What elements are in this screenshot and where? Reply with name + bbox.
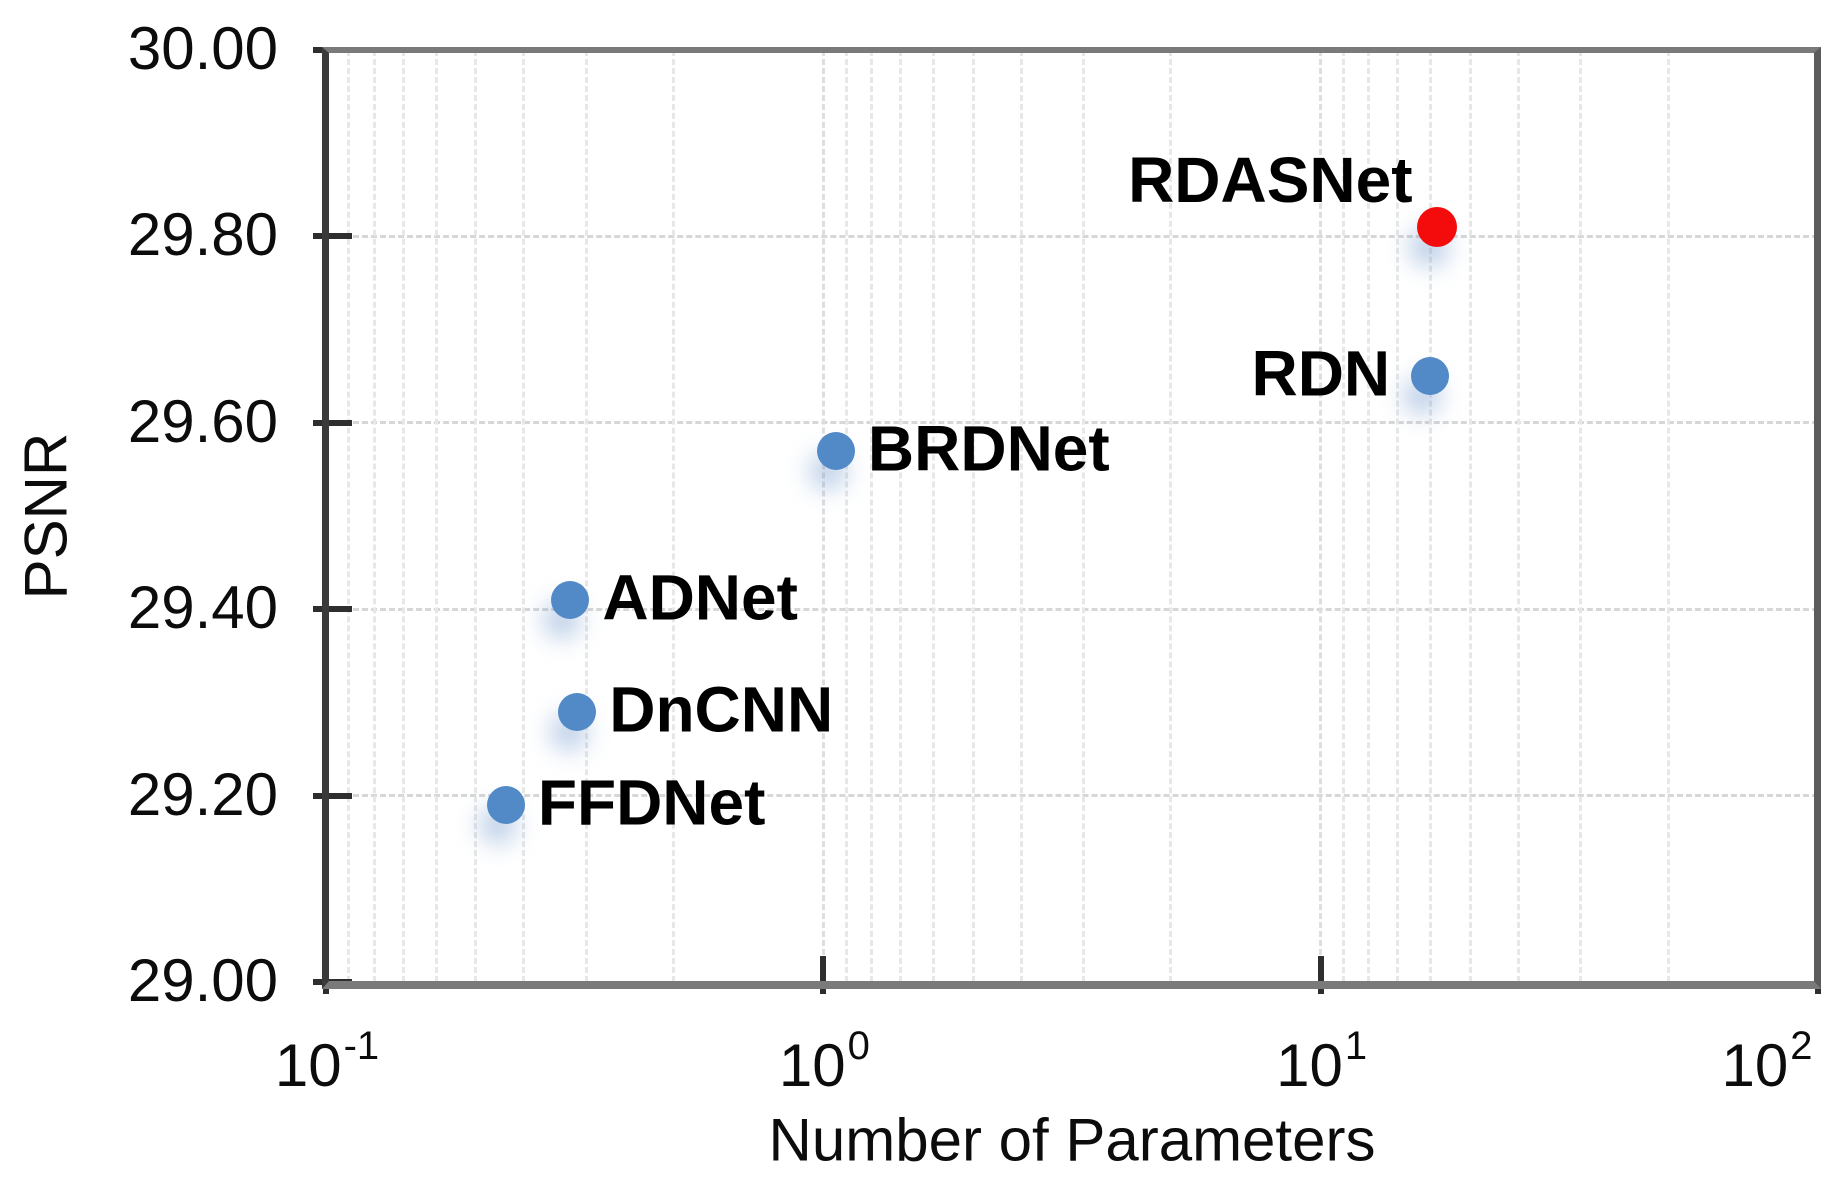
data-point-ffdnet bbox=[486, 785, 525, 824]
gridline-horizontal bbox=[326, 794, 1818, 798]
x-tick-exponent: -1 bbox=[343, 1024, 380, 1068]
y-tick-label: 29.20 bbox=[127, 760, 278, 828]
y-axis-tick bbox=[313, 233, 352, 240]
data-point-adnet bbox=[551, 580, 590, 619]
gridline-vertical-minor bbox=[1429, 50, 1433, 982]
x-tick-exponent: 2 bbox=[1790, 1024, 1813, 1068]
gridline-vertical-minor bbox=[401, 50, 405, 982]
gridline-vertical-minor bbox=[1666, 50, 1670, 982]
y-axis-title: PSNR bbox=[12, 432, 80, 600]
gridline-vertical-minor bbox=[434, 50, 438, 982]
gridline-vertical-major bbox=[821, 50, 825, 982]
gridline-vertical-major bbox=[1319, 50, 1323, 982]
gridline-vertical-minor bbox=[1169, 50, 1173, 982]
gridline-vertical-minor bbox=[844, 50, 848, 982]
y-axis-tick bbox=[313, 606, 352, 613]
x-tick-exponent: 1 bbox=[1344, 1024, 1368, 1068]
gridline-vertical-minor bbox=[584, 50, 588, 982]
x-tick-label: 10-1 bbox=[274, 1014, 380, 1099]
y-tick-label: 29.80 bbox=[127, 201, 278, 269]
data-point-dncnn bbox=[558, 692, 597, 731]
data-point-brdnet bbox=[816, 431, 855, 470]
gridline-vertical-minor bbox=[932, 50, 936, 982]
plot-area: FFDNet DnCNN ADNet BRDNet RDN RDASNet bbox=[313, 47, 1821, 994]
gridline-vertical-minor bbox=[1367, 50, 1371, 982]
point-label-brdnet: BRDNet bbox=[867, 412, 1110, 485]
gridline-vertical-minor bbox=[1579, 50, 1583, 982]
data-point-rdasnet bbox=[1416, 207, 1457, 248]
gridlines bbox=[326, 50, 1818, 982]
data-point-rdn bbox=[1411, 357, 1450, 396]
data-points: FFDNet DnCNN ADNet BRDNet RDN RDASNet bbox=[326, 50, 1818, 982]
y-axis-tick bbox=[313, 792, 352, 799]
gridline-horizontal bbox=[326, 234, 1818, 238]
gridline-vertical-minor bbox=[1019, 50, 1023, 982]
x-tick-mantissa: 10 bbox=[778, 1032, 846, 1099]
y-axis-tick bbox=[313, 419, 352, 426]
x-tick-mantissa: 10 bbox=[1721, 1032, 1789, 1099]
gridline-vertical-minor bbox=[1468, 50, 1472, 982]
x-axis-tick bbox=[820, 956, 827, 994]
gridline-vertical-minor bbox=[474, 50, 478, 982]
x-tick-label: 101 bbox=[1276, 1014, 1368, 1099]
y-axis-tick-labels: 29.00 29.20 29.40 29.60 29.80 30.00 bbox=[80, 18, 278, 1010]
x-tick-label: 102 bbox=[1721, 1014, 1813, 1099]
y-tick-label: 30.00 bbox=[127, 14, 278, 82]
x-tick-label: 100 bbox=[778, 1014, 870, 1099]
y-tick-label: 29.40 bbox=[127, 573, 278, 641]
y-tick-label: 29.60 bbox=[127, 387, 278, 455]
gridline-vertical-minor bbox=[1396, 50, 1400, 982]
point-label-ffdnet: FFDNet bbox=[537, 766, 766, 839]
gridline-vertical-minor bbox=[1341, 50, 1345, 982]
y-tick-label: 29.00 bbox=[127, 946, 278, 1014]
gridline-horizontal bbox=[326, 607, 1818, 611]
x-axis-tick bbox=[1317, 956, 1324, 994]
gridline-vertical-minor bbox=[971, 50, 975, 982]
x-axis-title: Number of Parameters bbox=[768, 1106, 1376, 1174]
plot-frame bbox=[322, 47, 1821, 989]
x-tick-mantissa: 10 bbox=[1276, 1032, 1343, 1099]
gridline-vertical-minor bbox=[898, 50, 902, 982]
gridline-vertical-minor bbox=[1517, 50, 1521, 982]
point-label-adnet: ADNet bbox=[602, 561, 798, 634]
x-tick-exponent: 0 bbox=[847, 1024, 870, 1068]
point-label-rdasnet: RDASNet bbox=[1128, 144, 1413, 217]
gridline-vertical-minor bbox=[870, 50, 874, 982]
gridline-horizontal bbox=[326, 421, 1818, 425]
gridline-vertical-minor bbox=[347, 50, 351, 982]
gridline-vertical-minor bbox=[522, 50, 526, 982]
gridline-vertical-minor bbox=[672, 50, 676, 982]
point-label-rdn: RDN bbox=[1251, 337, 1391, 410]
point-label-dncnn: DnCNN bbox=[609, 673, 834, 746]
gridline-vertical-minor bbox=[1081, 50, 1085, 982]
gridline-vertical-minor bbox=[372, 50, 376, 982]
x-axis-tick-labels: 10-1 100 101 102 bbox=[275, 1014, 1818, 1124]
x-tick-mantissa: 10 bbox=[274, 1032, 342, 1099]
